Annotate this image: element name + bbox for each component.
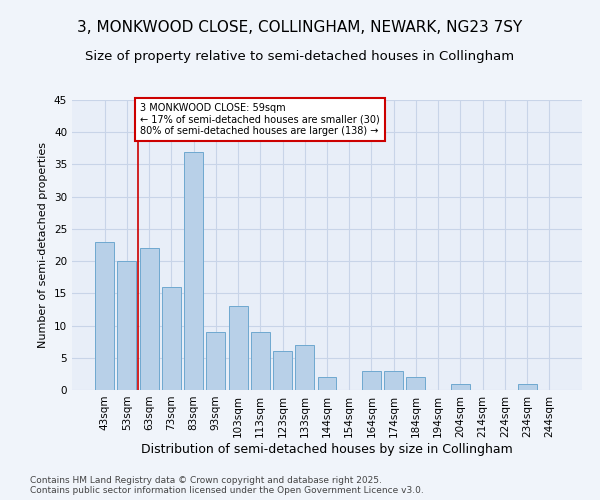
- Bar: [273, 352, 292, 390]
- Bar: [384, 370, 403, 390]
- Text: Size of property relative to semi-detached houses in Collingham: Size of property relative to semi-detach…: [85, 50, 515, 63]
- Bar: [518, 384, 536, 390]
- Bar: [451, 384, 470, 390]
- Bar: [184, 152, 203, 390]
- Y-axis label: Number of semi-detached properties: Number of semi-detached properties: [38, 142, 49, 348]
- Bar: [140, 248, 158, 390]
- Text: Contains HM Land Registry data © Crown copyright and database right 2025.
Contai: Contains HM Land Registry data © Crown c…: [30, 476, 424, 495]
- Bar: [251, 332, 270, 390]
- Bar: [206, 332, 225, 390]
- Bar: [295, 345, 314, 390]
- Text: 3, MONKWOOD CLOSE, COLLINGHAM, NEWARK, NG23 7SY: 3, MONKWOOD CLOSE, COLLINGHAM, NEWARK, N…: [77, 20, 523, 35]
- Bar: [162, 287, 181, 390]
- Bar: [317, 377, 337, 390]
- Bar: [229, 306, 248, 390]
- Text: 3 MONKWOOD CLOSE: 59sqm
← 17% of semi-detached houses are smaller (30)
80% of se: 3 MONKWOOD CLOSE: 59sqm ← 17% of semi-de…: [140, 103, 380, 136]
- X-axis label: Distribution of semi-detached houses by size in Collingham: Distribution of semi-detached houses by …: [141, 442, 513, 456]
- Bar: [406, 377, 425, 390]
- Bar: [95, 242, 114, 390]
- Bar: [362, 370, 381, 390]
- Bar: [118, 261, 136, 390]
